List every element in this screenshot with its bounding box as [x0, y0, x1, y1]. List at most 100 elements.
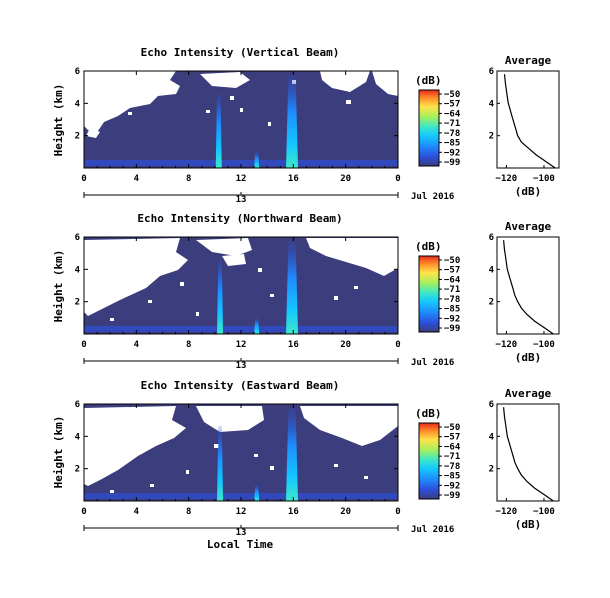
y-tick-label: 6 — [75, 67, 80, 77]
profile-xlabel: (dB) — [515, 518, 542, 531]
colorbar-tick-label: −57 — [444, 100, 460, 110]
no-data-patches — [84, 238, 398, 321]
date-axis: 13 — [83, 192, 399, 205]
profile-y-tick-label: 6 — [489, 67, 494, 77]
date-axis: 13 — [83, 358, 399, 371]
x-axis-label: Local Time — [207, 538, 274, 551]
echo-plumes — [215, 75, 299, 168]
echo-plume-mark — [254, 318, 260, 334]
date-axis: 13 — [83, 525, 399, 538]
x-tick-label: 8 — [186, 340, 191, 350]
panel-eastward-beam: Echo Intensity (Eastward Beam) 0 4 8 12 16 20… — [52, 379, 560, 551]
y-tick-label: 4 — [75, 99, 81, 109]
colorbar-tick-label: −99 — [444, 324, 460, 334]
y-tick-label: 6 — [75, 400, 80, 410]
echo-plume-mark — [215, 93, 222, 168]
profile-x-tick-label: −100 — [533, 507, 555, 517]
y-tick-label: 2 — [75, 298, 80, 308]
y-tick-label: 4 — [75, 432, 81, 442]
x-tick-label: 8 — [186, 507, 191, 517]
colorbar-tick-label: −85 — [444, 305, 460, 315]
profile-title: Average — [505, 220, 552, 233]
x-axis-ticks: 0 4 8 12 16 20 0 — [81, 404, 401, 517]
panel-vertical-beam: Echo Intensity (Vertical Beam) 0 4 8 12 16 20… — [52, 46, 560, 205]
x-tick-label: 0 — [81, 174, 86, 184]
y-tick-label: 4 — [75, 265, 81, 275]
colorbar: (dB) −50−57−64−71−78−85−92−99 — [415, 407, 461, 501]
profile-line — [503, 407, 554, 502]
colorbar: (dB) −50−57−64−71−78−85−92−99 — [415, 240, 461, 334]
colorbar-tick-label: −50 — [444, 90, 460, 100]
profile-line — [503, 240, 554, 335]
echo-plume-mark — [286, 75, 299, 168]
colorbar-tick-label: −57 — [444, 433, 460, 443]
echo-plume-mark — [217, 426, 224, 501]
profile-line — [503, 74, 556, 169]
profile-y-tick-label: 4 — [489, 432, 495, 442]
profile-title: Average — [505, 54, 552, 67]
profile-x-tick-label: −120 — [496, 174, 518, 184]
colorbar-tick-label: −78 — [444, 129, 460, 139]
y-axis-ticks: 2 4 6 — [75, 233, 398, 308]
x-tick-label: 0 — [395, 174, 400, 184]
colorbar-label: (dB) — [415, 74, 442, 87]
profile-title: Average — [505, 387, 552, 400]
panel-northward-beam: Echo Intensity (Northward Beam) 0 4 8 12 16 2… — [52, 212, 560, 371]
echo-plume-mark — [254, 485, 260, 501]
profile-y-tick-label: 2 — [489, 298, 494, 308]
colorbar-tick-label: −99 — [444, 491, 460, 501]
y-tick-label: 2 — [75, 132, 80, 142]
x-tick-label: 20 — [340, 174, 351, 184]
x-tick-label: 0 — [395, 507, 400, 517]
x-tick-label: 16 — [288, 174, 299, 184]
echo-plume-mark — [286, 408, 299, 501]
profile-x-tick-label: −100 — [533, 340, 555, 350]
colorbar-label: (dB) — [415, 407, 442, 420]
colorbar-tick-label: −64 — [444, 109, 461, 119]
y-axis-label: Height (km) — [52, 416, 65, 489]
colorbar-tick-label: −92 — [444, 481, 460, 491]
colorbar-tick-label: −85 — [444, 472, 460, 482]
average-profile: Average 2 4 6 −120 −100 (dB) — [489, 387, 560, 531]
colorbar-tick-label: −85 — [444, 139, 460, 149]
profile-x-tick-label: −120 — [496, 340, 518, 350]
profile-x-tick-label: −100 — [533, 174, 555, 184]
y-axis-ticks: 2 4 6 — [75, 400, 398, 475]
profile-y-tick-label: 4 — [489, 265, 495, 275]
y-axis-ticks: 2 4 6 — [75, 67, 398, 142]
colorbar-label: (dB) — [415, 240, 442, 253]
surface-echo-band — [84, 160, 398, 166]
date-tick-label: 13 — [236, 528, 247, 538]
y-axis-label: Height (km) — [52, 84, 65, 157]
x-axis-ticks: 0 4 8 12 16 20 0 — [81, 71, 401, 184]
x-tick-label: 0 — [81, 340, 86, 350]
heatmap-title: Echo Intensity (Northward Beam) — [137, 212, 342, 225]
heatmap-title: Echo Intensity (Vertical Beam) — [141, 46, 340, 59]
average-profile: Average 2 4 6 −120 −100 (dB) — [489, 220, 560, 364]
colorbar-tick-label: −92 — [444, 314, 460, 324]
date-label: Jul 2016 — [411, 358, 454, 368]
date-label: Jul 2016 — [411, 192, 454, 202]
x-tick-label: 12 — [236, 340, 247, 350]
date-label: Jul 2016 — [411, 525, 454, 535]
echo-plume-mark — [254, 152, 260, 168]
no-data-patches — [84, 406, 398, 493]
no-data-patches — [84, 71, 398, 138]
surface-echo-band — [84, 493, 398, 499]
date-tick-label: 13 — [236, 361, 247, 371]
x-tick-label: 4 — [134, 340, 140, 350]
date-tick-label: 13 — [236, 195, 247, 205]
average-profile: Average 2 4 6 −120 −100 (dB) — [489, 54, 560, 198]
x-tick-label: 0 — [395, 340, 400, 350]
surface-echo-band — [84, 326, 398, 332]
colorbar-tick-label: −71 — [444, 285, 460, 295]
colorbar-tick-label: −99 — [444, 158, 460, 168]
x-tick-label: 12 — [236, 174, 247, 184]
profile-y-tick-label: 4 — [489, 99, 495, 109]
colorbar-tick-label: −92 — [444, 148, 460, 158]
y-axis-label: Height (km) — [52, 250, 65, 323]
profile-y-tick-label: 6 — [489, 233, 494, 243]
echo-plume-mark — [286, 241, 299, 334]
x-tick-label: 12 — [236, 507, 247, 517]
colorbar: (dB) −50−57−64−71−78−85−92−99 — [415, 74, 461, 168]
